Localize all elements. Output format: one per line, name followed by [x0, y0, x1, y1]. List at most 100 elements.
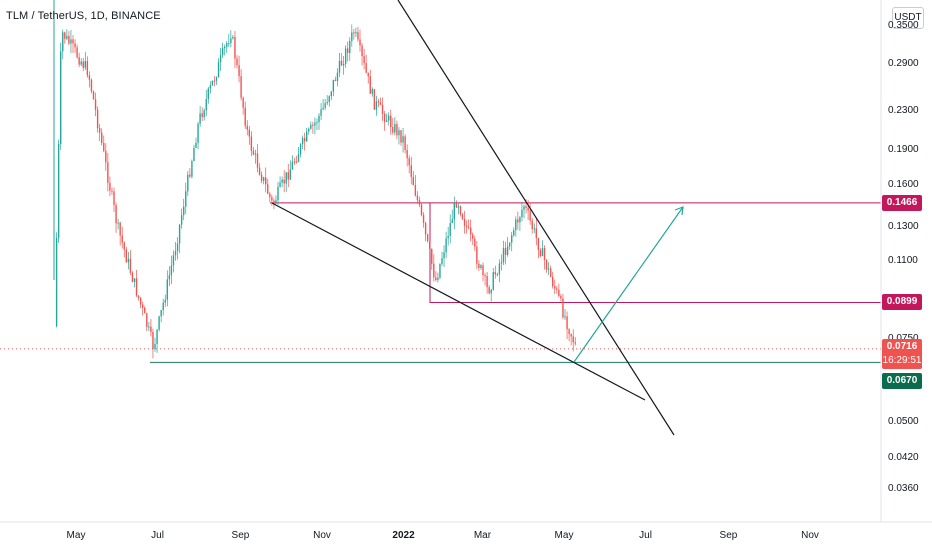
projection-arrow-head [674, 206, 684, 216]
candle-body [187, 174, 189, 192]
candle-body [98, 128, 101, 133]
resistance-lower-line[interactable] [429, 202, 881, 303]
currency-badge[interactable]: USDT [892, 7, 924, 29]
candle-body [119, 222, 121, 236]
candle-body [351, 32, 353, 41]
time-tick-label: Sep [231, 530, 250, 541]
candle-body [429, 241, 431, 249]
time-tick-label: Mar [473, 530, 492, 541]
candle-body [293, 161, 296, 163]
lower-trendline[interactable] [271, 202, 646, 401]
candle-body [388, 115, 390, 121]
candle-body [543, 248, 546, 261]
candle-body [260, 174, 263, 181]
resistance-upper-tag: 0.1466 [882, 195, 922, 211]
candle-body [129, 258, 132, 273]
candle-body [336, 72, 339, 81]
candle-body [178, 224, 181, 244]
candle-body [527, 207, 529, 211]
candle-body [463, 218, 466, 226]
price-tick-label: 0.2300 [888, 105, 919, 117]
candle-body [96, 109, 99, 129]
candle-body [105, 150, 107, 163]
candle-body [443, 252, 445, 259]
candle-body [127, 258, 130, 263]
candle-body [74, 43, 76, 48]
upper-trendline[interactable] [397, 0, 675, 436]
candle-body [355, 32, 357, 34]
candle-body [449, 223, 451, 236]
candle-body [72, 39, 74, 44]
candle-body [545, 260, 548, 270]
candle-body [86, 61, 89, 76]
candle-body [502, 248, 505, 263]
candle-body [412, 176, 415, 186]
candle-body [154, 344, 156, 350]
candle-body [390, 115, 392, 127]
candle-body [92, 91, 95, 100]
candle-body [465, 225, 468, 227]
candle-body [230, 38, 232, 44]
candle-body [144, 307, 146, 314]
candle-body [148, 326, 150, 328]
candle-body [275, 200, 277, 204]
price-tick-label: 0.2900 [888, 57, 919, 69]
candle-body [484, 275, 486, 277]
candle-body [62, 32, 64, 52]
candle-body [66, 35, 68, 39]
candle-body [437, 277, 439, 280]
candle-body [472, 234, 474, 239]
candle-body [363, 56, 365, 64]
candle-body [68, 35, 70, 44]
candle-body [537, 237, 540, 250]
candle-body [476, 246, 478, 264]
candle-body [170, 265, 173, 276]
candle-body [88, 75, 91, 80]
candle-body [217, 62, 220, 78]
candle-body [297, 154, 300, 163]
candle-body [258, 167, 261, 175]
candle-body [556, 288, 558, 290]
projection-arrow-line[interactable] [573, 206, 684, 363]
candle-body [295, 161, 298, 163]
candle-body [314, 122, 316, 126]
candle-body [381, 104, 384, 114]
candle-body [219, 55, 222, 63]
candle-body [529, 210, 531, 221]
candle-body [197, 123, 199, 143]
candle-body [306, 131, 308, 142]
candle-body [279, 182, 281, 187]
candle-body [252, 150, 255, 155]
candle-body [418, 200, 421, 205]
candle-body [273, 200, 275, 204]
candle-body [137, 295, 140, 298]
candle-body [459, 206, 462, 215]
candle-body [209, 85, 212, 89]
candle-body [107, 162, 109, 183]
candle-body [90, 79, 93, 92]
candle-body [554, 286, 556, 289]
candle-body [240, 76, 242, 98]
candle-body [482, 265, 484, 276]
candle-body [146, 313, 148, 327]
price-tick-label: 0.0500 [888, 416, 919, 427]
candle-body [113, 191, 115, 206]
candle-body [564, 316, 566, 318]
candle-body [517, 219, 519, 223]
candle-body [357, 32, 359, 40]
candle-body [398, 130, 400, 136]
candle-body [213, 80, 216, 82]
candle-body [55, 237, 58, 327]
candle-body [570, 334, 572, 337]
price-tick-label: 0.0420 [888, 451, 919, 463]
candle-body [195, 142, 197, 148]
time-tick-label: Sep [719, 530, 738, 541]
candle-body [262, 177, 265, 181]
price-tick-label: 0.3500 [888, 19, 919, 31]
candle-body [150, 326, 152, 333]
price-tick-label: 0.0750 [888, 333, 919, 344]
candle-body [310, 124, 312, 129]
resistance-lower-tag: 0.0899 [882, 294, 922, 310]
last-price-tag: 0.0716 16:29:51 [882, 339, 922, 369]
